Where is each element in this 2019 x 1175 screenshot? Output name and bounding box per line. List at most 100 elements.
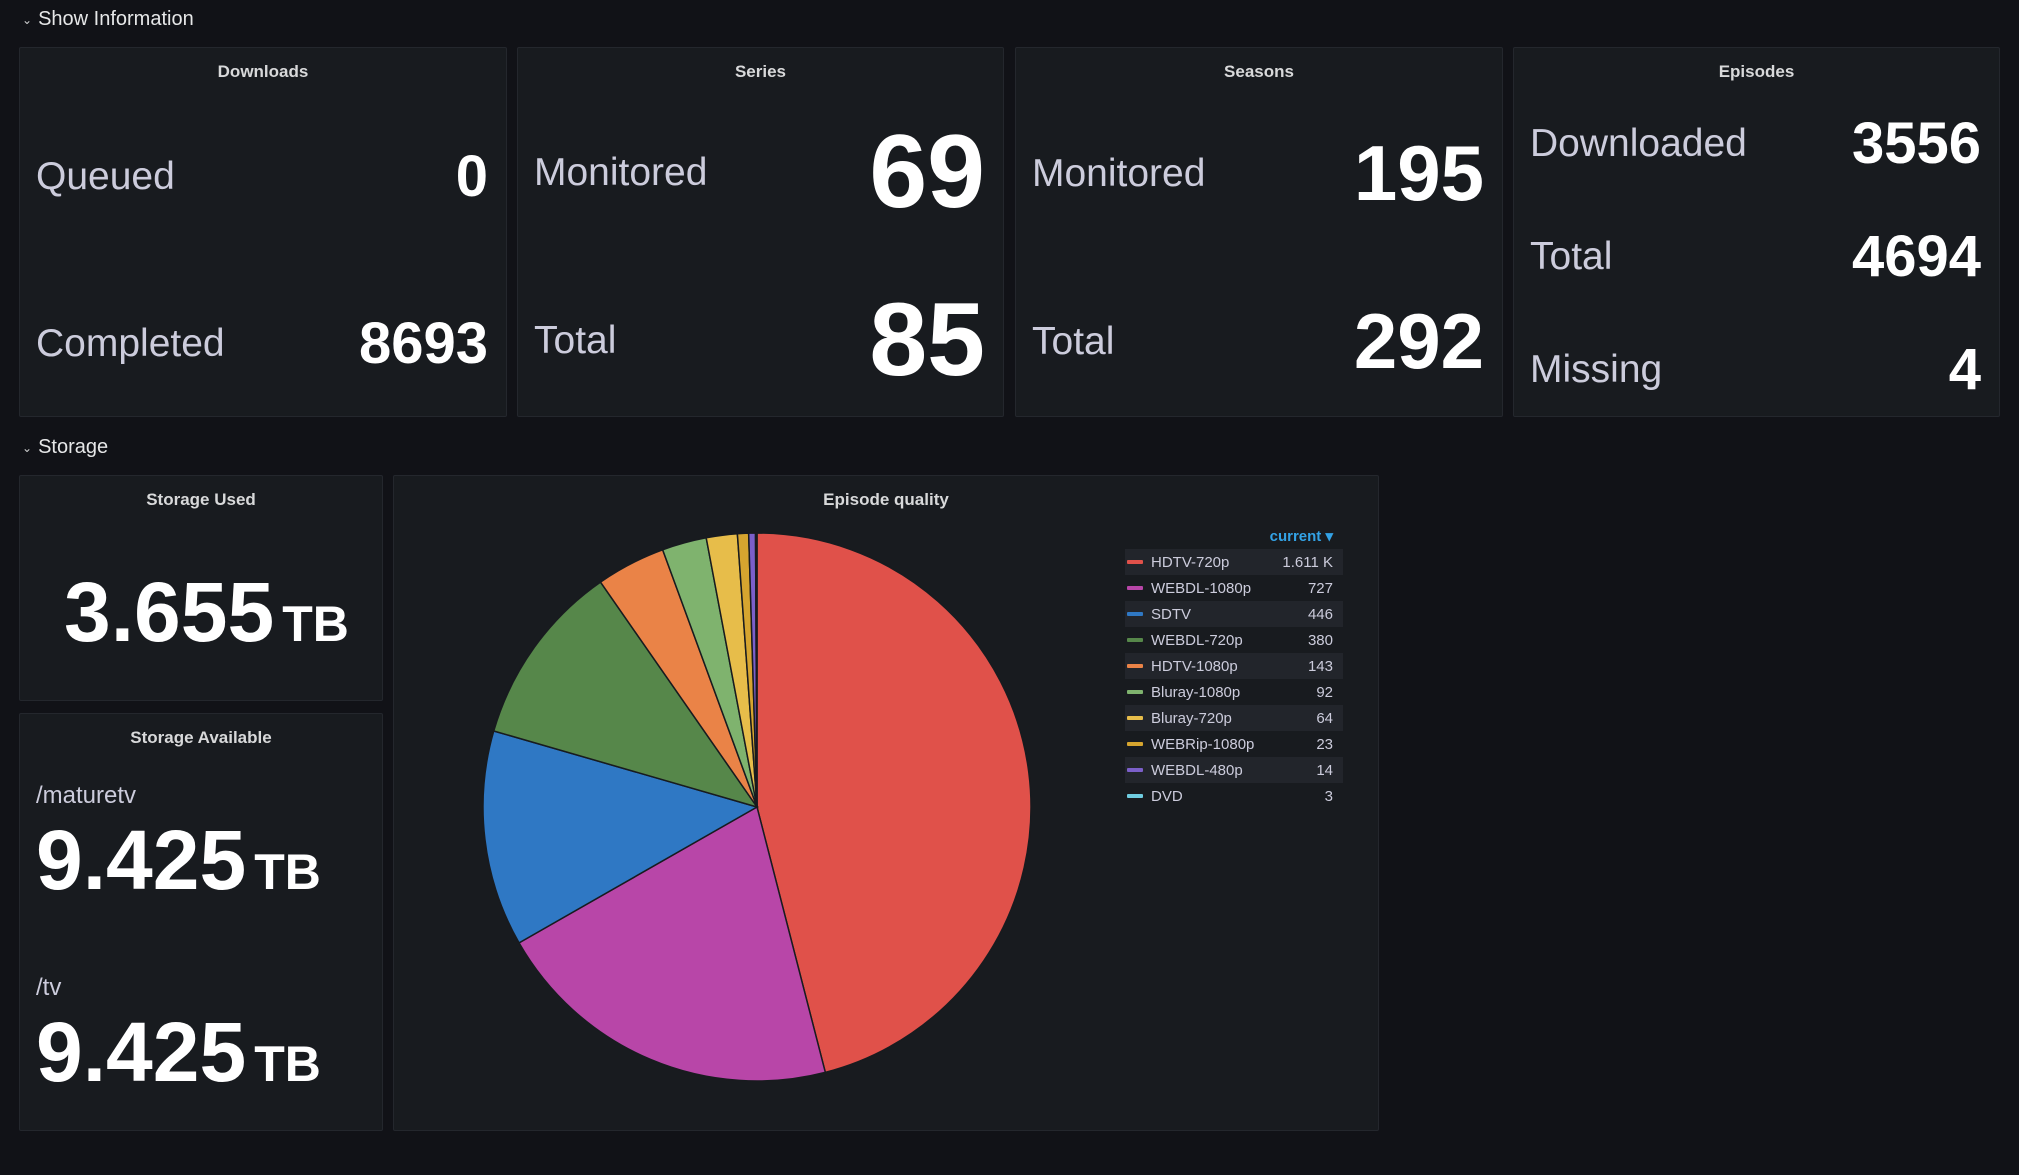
legend-value: 64 (1316, 709, 1333, 727)
stat-label: Monitored (1032, 151, 1206, 195)
panel-title: Storage Available (130, 728, 272, 747)
legend-item[interactable]: SDTV 446 (1125, 601, 1343, 627)
row-storage[interactable]: ⌄ Storage (22, 436, 108, 459)
row-show-information[interactable]: ⌄ Show Information (22, 8, 194, 31)
panel-title: Storage Used (146, 490, 256, 509)
legend-value: 23 (1316, 735, 1333, 753)
pie-slice-sdtv[interactable] (482, 730, 759, 944)
panel-title: Series (734, 62, 787, 81)
value-number: 3.655 (64, 565, 275, 659)
legend-label: DVD (1151, 787, 1183, 805)
stat-missing: Missing 4 (1530, 336, 1981, 403)
legend-item[interactable]: Bluray-1080p 92 (1125, 679, 1343, 705)
panel-title: Episodes (1718, 62, 1795, 81)
value-number: 9.425 (36, 813, 247, 907)
pie-slice-dvd[interactable] (754, 532, 758, 808)
stat-label: Queued (36, 154, 175, 198)
legend-label: HDTV-1080p (1151, 657, 1238, 675)
legend-value: 446 (1307, 605, 1333, 623)
stat-label: Total (1032, 319, 1115, 363)
legend-value: 727 (1307, 579, 1333, 597)
panel-title: Seasons (1224, 62, 1294, 81)
value-number: 9.425 (36, 1005, 247, 1099)
stat-completed: Completed 8693 (36, 310, 488, 377)
legend-item[interactable]: Bluray-720p 64 (1125, 705, 1343, 731)
legend-swatch (1127, 586, 1143, 590)
legend-item[interactable]: WEBDL-720p 380 (1125, 627, 1343, 653)
value-unit: TB (282, 596, 349, 652)
stat-total: Total 4694 (1530, 223, 1981, 290)
legend-item[interactable]: WEBRip-1080p 23 (1125, 731, 1343, 757)
legend-label: WEBDL-480p (1151, 761, 1243, 779)
panel-series: Series Monitored 69 Total 85 (517, 47, 1004, 417)
mount-path: /tv (36, 974, 62, 1001)
caret-down-icon: ▾ (1321, 528, 1333, 545)
legend-value: 1.611 K (1282, 553, 1333, 571)
stat-label: Monitored (534, 150, 708, 194)
value-unit: TB (254, 1036, 321, 1092)
legend-item[interactable]: HDTV-720p 1.611 K (1125, 549, 1343, 575)
pie-chart (482, 532, 1032, 1082)
legend-value: 380 (1307, 631, 1333, 649)
legend-label: HDTV-720p (1151, 553, 1230, 571)
legend-item[interactable]: HDTV-1080p 143 (1125, 653, 1343, 679)
legend-item[interactable]: WEBDL-1080p 727 (1125, 575, 1343, 601)
stat-monitored: Monitored 195 (1032, 128, 1484, 219)
chevron-down-icon: ⌄ (22, 12, 33, 27)
stat-value: 8693 (358, 311, 488, 376)
stat-value: 85 (869, 282, 985, 398)
stat-value: 0 (455, 144, 488, 209)
stat-total: Total 292 (1032, 296, 1484, 387)
pie-slice-hdtv-720p[interactable] (756, 532, 1032, 1074)
legend-swatch (1127, 716, 1143, 720)
legend-swatch (1127, 794, 1143, 798)
row-title: Storage (38, 436, 109, 458)
chevron-down-icon: ⌄ (22, 440, 33, 455)
legend-swatch (1127, 560, 1143, 564)
stat-value: 195 (1353, 129, 1484, 217)
row-title: Show Information (38, 8, 194, 30)
legend-swatch (1127, 690, 1143, 694)
stat-queued: Queued 0 (36, 143, 488, 210)
stat-value: 292 (1353, 297, 1484, 385)
mount-value: 9.425 TB (36, 1004, 321, 1101)
panel-title: Episode quality (823, 490, 949, 509)
legend-label: WEBRip-1080p (1151, 735, 1255, 753)
legend-label: WEBDL-1080p (1151, 579, 1252, 597)
stat-label: Downloaded (1530, 121, 1747, 165)
legend-item[interactable]: WEBDL-480p 14 (1125, 757, 1343, 783)
legend-value: 143 (1307, 657, 1333, 675)
stat-value: 4 (1948, 337, 1981, 402)
stat-label: Total (534, 318, 617, 362)
stat-label: Missing (1530, 347, 1663, 391)
stat-label: Completed (36, 321, 225, 365)
legend-swatch (1127, 612, 1143, 616)
stat-value: 69 (869, 114, 985, 230)
mount-path: /maturetv (36, 782, 137, 809)
legend-swatch (1127, 638, 1143, 642)
legend-label: Bluray-1080p (1151, 683, 1241, 701)
pie-slice-webdl-1080p[interactable] (518, 805, 827, 1082)
panel-seasons: Seasons Monitored 195 Total 292 (1015, 47, 1503, 417)
stat-value: 3556 (1851, 111, 1981, 176)
stat-monitored: Monitored 69 (534, 113, 985, 232)
legend-label: Bluray-720p (1151, 709, 1232, 727)
stat-total: Total 85 (534, 281, 985, 400)
panel-episodes: Episodes Downloaded 3556 Total 4694 Miss… (1513, 47, 2000, 417)
pie-legend: current ▾ HDTV-720p 1.611 K WEBDL-1080p 727… (1125, 527, 1343, 809)
legend-value: 3 (1324, 787, 1333, 805)
stat-downloaded: Downloaded 3556 (1530, 110, 1981, 177)
legend-header-label: current (1269, 528, 1322, 545)
legend-sort-header[interactable]: current ▾ (1125, 527, 1343, 549)
legend-label: WEBDL-720p (1151, 631, 1243, 649)
pie-slice-webdl-720p[interactable] (492, 581, 759, 809)
panel-downloads: Downloads Queued 0 Completed 8693 (19, 47, 507, 417)
legend-item[interactable]: DVD 3 (1125, 783, 1343, 809)
panel-title: Downloads (217, 62, 309, 81)
panel-storage-used: Storage Used 3.655 TB (19, 475, 383, 701)
legend-value: 92 (1316, 683, 1333, 701)
legend-swatch (1127, 742, 1143, 746)
mount-value: 9.425 TB (36, 812, 321, 909)
legend-label: SDTV (1151, 605, 1192, 623)
stat-label: Total (1530, 234, 1613, 278)
